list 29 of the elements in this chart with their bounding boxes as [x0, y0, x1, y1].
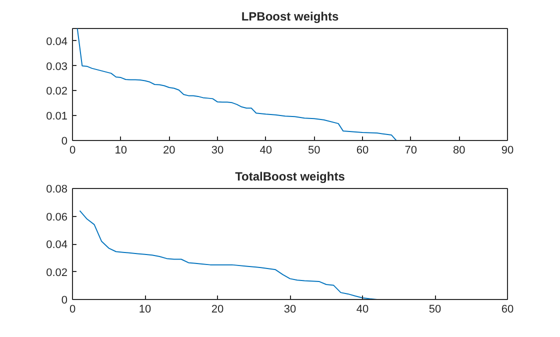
y-tick-label: 0.03 — [46, 60, 68, 73]
x-tick-label: 0 — [69, 304, 76, 316]
x-tick-label: 30 — [211, 144, 224, 156]
y-tick-label: 0.06 — [46, 211, 68, 224]
y-tick-label: 0.04 — [46, 36, 68, 48]
x-tick-label: 80 — [453, 144, 466, 156]
x-tick-label: 90 — [501, 144, 514, 156]
x-tick-label: 20 — [211, 304, 224, 316]
x-tick-label: 0 — [69, 144, 76, 156]
x-tick-label: 50 — [308, 144, 320, 156]
x-tick-label: 40 — [356, 304, 369, 316]
x-tick-label: 60 — [356, 144, 369, 156]
y-tick-label: 0.04 — [46, 239, 68, 251]
x-tick-label: 10 — [138, 304, 152, 316]
y-tick-label: 0.01 — [46, 110, 68, 123]
x-tick-label: 70 — [404, 144, 417, 156]
y-tick-label: 0 — [61, 136, 68, 148]
x-tick-label: 50 — [428, 304, 442, 316]
y-tick-label: 0.02 — [46, 266, 68, 279]
y-tick-label: 0 — [61, 294, 68, 306]
y-tick-label: 0.02 — [46, 86, 68, 98]
chart-title: TotalBoost weights — [235, 170, 346, 184]
y-tick-label: 0.08 — [46, 184, 68, 196]
x-tick-label: 20 — [163, 144, 176, 156]
x-tick-label: 60 — [501, 304, 514, 316]
x-tick-label: 40 — [260, 144, 272, 156]
chart-title: LPBoost weights — [241, 10, 339, 24]
x-tick-label: 30 — [284, 304, 296, 316]
x-tick-label: 10 — [114, 144, 127, 156]
